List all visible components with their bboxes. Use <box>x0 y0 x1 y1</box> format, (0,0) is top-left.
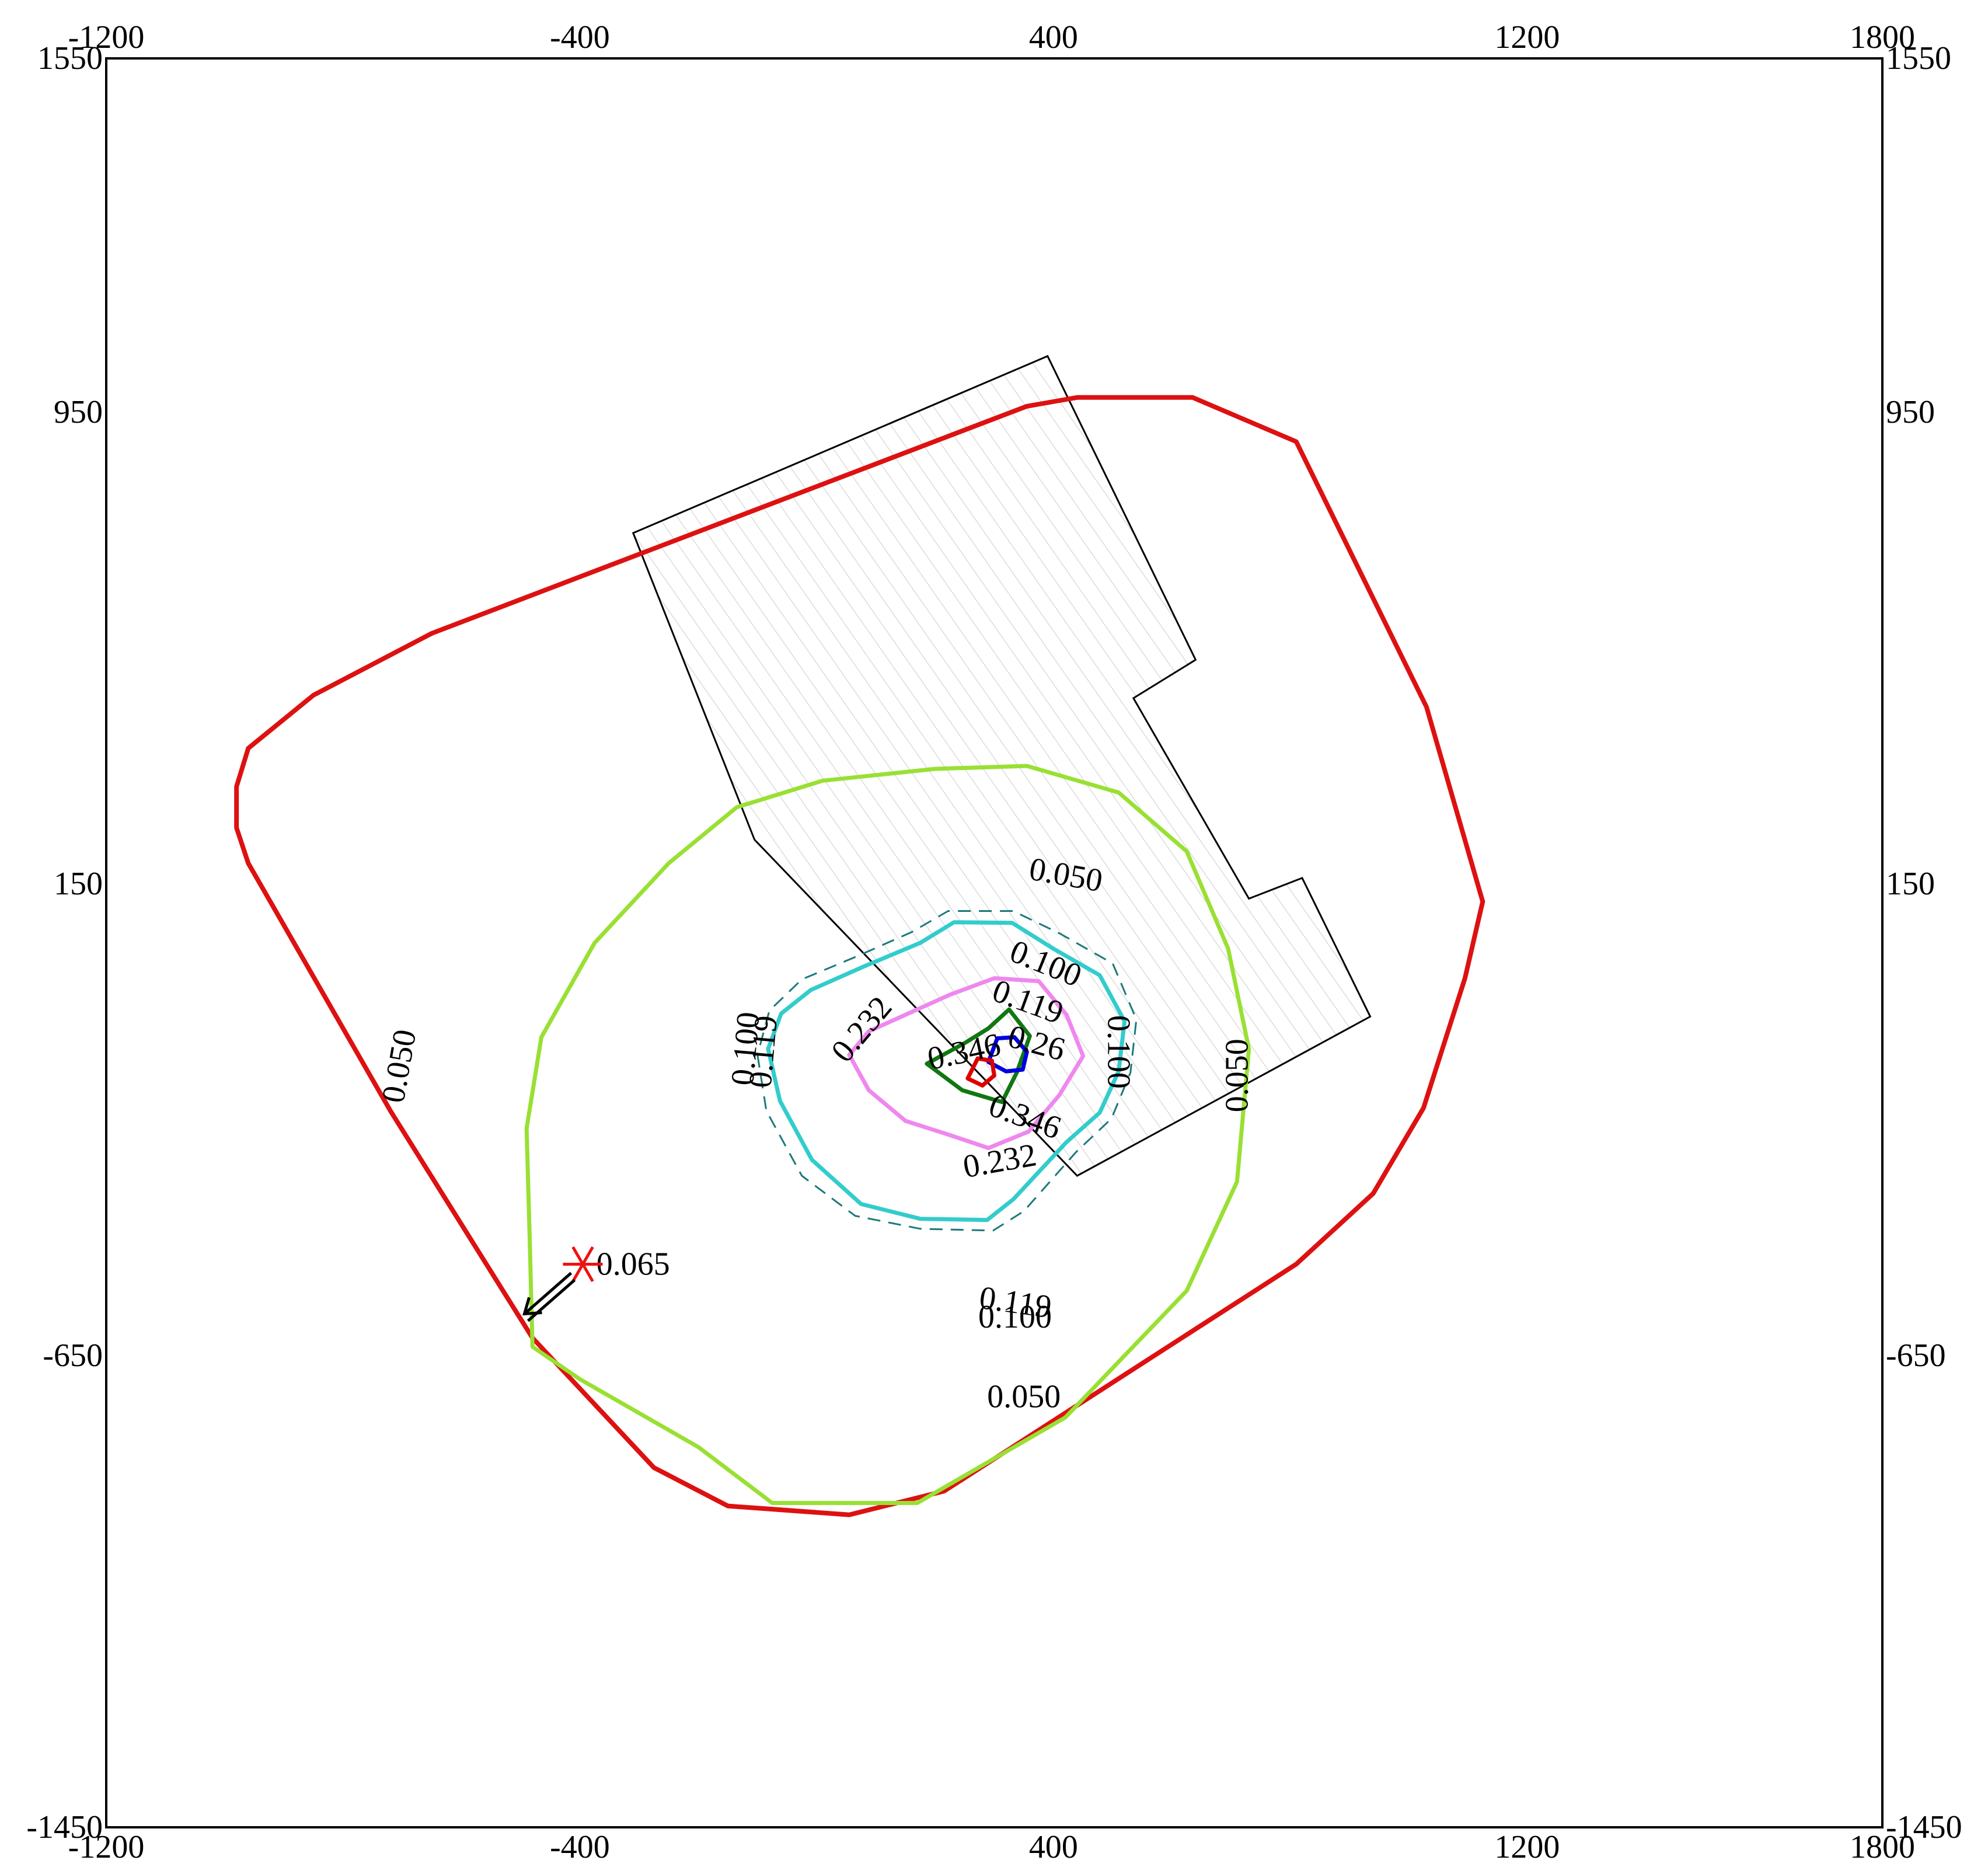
contour-line-5 <box>986 1035 1029 1074</box>
contour-line-3 <box>847 976 1086 1150</box>
x-tick-label-top: -400 <box>550 19 610 55</box>
contour-label: 0.232 <box>824 990 899 1069</box>
x-tick-label-bottom: 400 <box>1029 1829 1078 1865</box>
max-point-star-icon <box>563 1246 603 1283</box>
contour-line-1 <box>766 920 1127 1222</box>
tick-labels-layer: -1200 -1200 -400 -400 400 400 1200 1200 1800 1800… <box>26 19 1962 1865</box>
y-tick-label-left: 1550 <box>37 40 103 76</box>
x-tick-label-bottom: 1800 <box>1850 1829 1915 1865</box>
contour-label: 0.050 <box>375 1027 424 1106</box>
contour-line-2 <box>756 910 1138 1232</box>
contour-label: 0.119 <box>742 1014 785 1089</box>
x-tick-label-top: 1200 <box>1494 19 1560 55</box>
x-tick-label-bottom: 1200 <box>1494 1829 1560 1865</box>
contour-line-4 <box>925 1007 1032 1105</box>
contour-lines-layer <box>524 764 1251 1505</box>
y-tick-label-right: 150 <box>1886 866 1935 902</box>
contour-label: 0.100 <box>978 1299 1052 1335</box>
wind-arrow-icon <box>522 1272 576 1322</box>
contour-label: 0.065 <box>597 1246 670 1282</box>
y-tick-label-right: -650 <box>1886 1337 1946 1374</box>
y-tick-label-left: -650 <box>43 1337 103 1374</box>
y-tick-label-left: -1450 <box>26 1809 103 1845</box>
x-tick-label-bottom: -400 <box>550 1829 610 1865</box>
x-tick-label-top: 1800 <box>1850 19 1915 55</box>
x-tick-label-top: 400 <box>1029 19 1078 55</box>
outer-boundary-layer <box>234 395 1485 1517</box>
plot-frame <box>105 57 1884 1828</box>
y-tick-label-left: 950 <box>54 394 103 430</box>
x-tick-label-top: -1200 <box>68 19 145 55</box>
y-tick-label-right: 1550 <box>1886 40 1951 76</box>
y-tick-label-left: 150 <box>54 866 103 902</box>
contour-label: 0.050 <box>987 1379 1061 1415</box>
y-tick-label-right: 950 <box>1886 394 1935 430</box>
contour-line-0 <box>524 764 1251 1505</box>
max-point-layer <box>522 1246 603 1322</box>
y-tick-label-right: -1450 <box>1886 1809 1962 1845</box>
contour-label: 0.050 <box>1219 1039 1255 1112</box>
contour-line-6 <box>965 1056 996 1088</box>
outer-boundary-line <box>234 395 1485 1517</box>
x-tick-label-bottom: -1200 <box>68 1829 145 1865</box>
contour-label: 0.100 <box>1101 1015 1137 1089</box>
contour-label: 0.100 <box>724 1011 767 1087</box>
